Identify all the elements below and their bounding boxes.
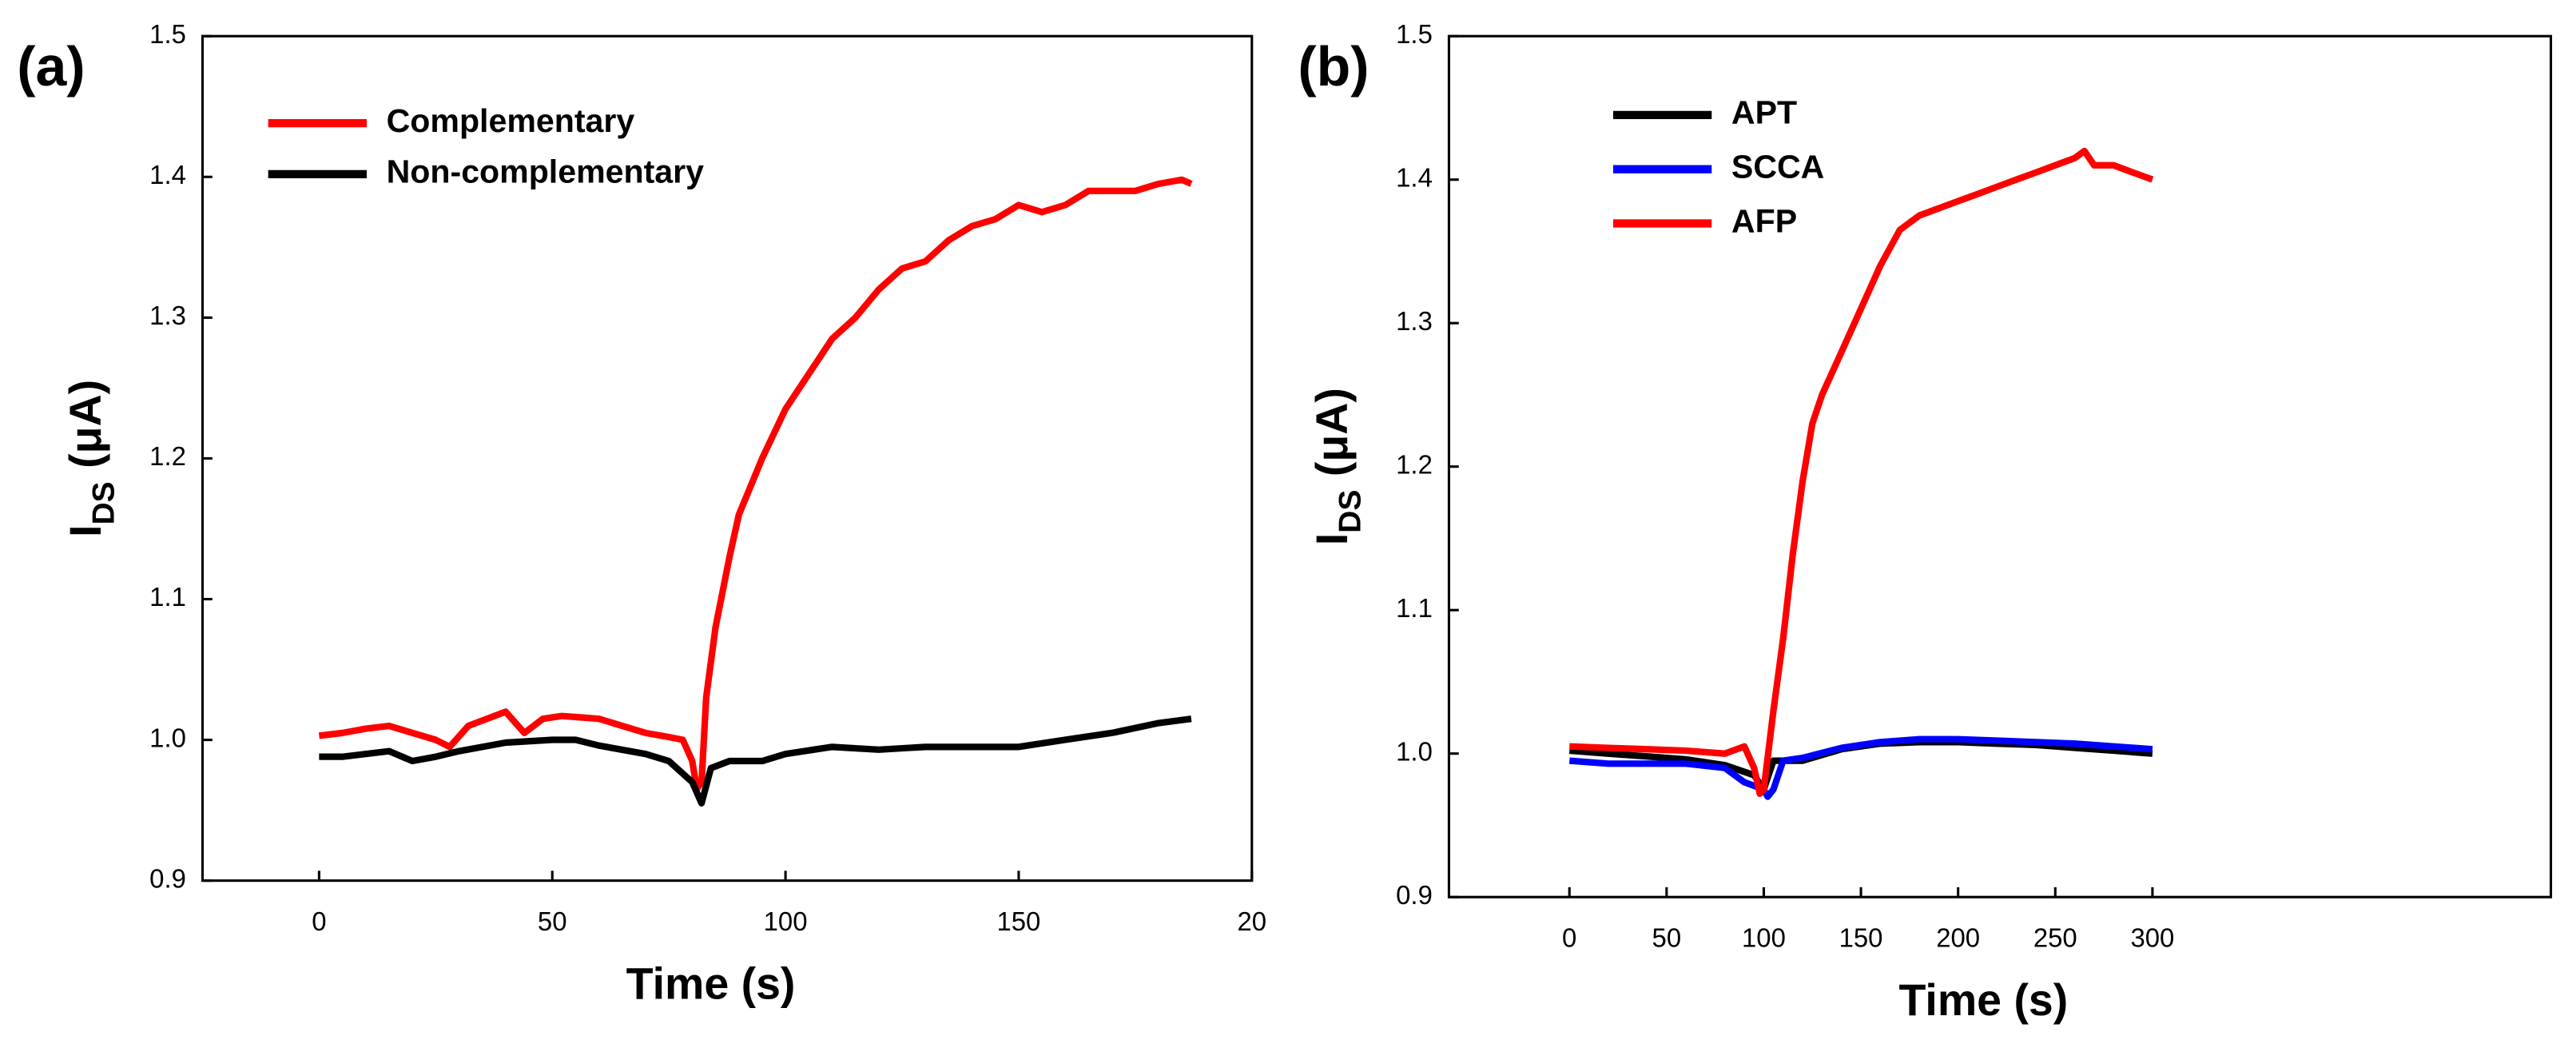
y-tick-label: 1.0 — [149, 723, 186, 752]
panel-label: (a) — [17, 35, 85, 98]
x-tick-label: 200 — [1936, 922, 1980, 952]
panel-label: (b) — [1298, 35, 1369, 98]
x-tick-label: 150 — [1839, 922, 1883, 952]
y-tick-label: 1.1 — [1396, 593, 1433, 623]
x-tick-label: 50 — [1652, 922, 1682, 952]
y-label-sub: DS — [86, 481, 121, 524]
y-tick-label: 1.4 — [149, 160, 186, 189]
x-tick-label: 0 — [1562, 922, 1576, 952]
y-axis-label: IDS (μA) — [1307, 388, 1367, 545]
data-line — [319, 715, 1192, 807]
x-axis-label: Time (s) — [626, 959, 796, 1009]
x-tick-label: 100 — [1742, 922, 1786, 952]
y-tick-label: 0.9 — [149, 863, 186, 893]
data-line — [318, 176, 1193, 793]
x-tick-label: 0 — [312, 907, 326, 936]
y-tick-label: 1.1 — [149, 582, 186, 612]
y-axis-label: IDS (μA) — [61, 380, 121, 537]
legend-label: AFP — [1731, 202, 1797, 239]
y-tick-label: 1.2 — [149, 441, 186, 471]
y-label-unit: (μA) — [1307, 388, 1357, 476]
y-label-main: I — [61, 525, 110, 537]
y-tick-label: 1.0 — [1396, 736, 1433, 766]
x-axis-label: Time (s) — [1899, 975, 2069, 1025]
y-label-unit: (μA) — [61, 380, 110, 468]
x-tick-label: 250 — [2033, 922, 2077, 952]
x-tick-label: 50 — [538, 907, 567, 936]
y-tick-label: 1.3 — [1396, 306, 1433, 336]
x-tick-label: 100 — [764, 907, 808, 936]
y-label-sub: DS — [1333, 490, 1367, 533]
y-tick-label: 0.9 — [1396, 880, 1433, 910]
plot-frame — [1447, 34, 2553, 899]
y-label-main: I — [1307, 533, 1357, 545]
plot-frame — [201, 34, 1254, 883]
y-tick-label: 1.2 — [1396, 449, 1433, 479]
legend-label: Non-complementary — [387, 153, 704, 190]
y-tick-label: 1.5 — [1396, 19, 1433, 49]
y-tick-label: 1.3 — [149, 301, 186, 330]
x-tick-label: 20 — [1237, 907, 1266, 936]
legend-label: Complementary — [387, 102, 635, 139]
legend-label: SCCA — [1731, 149, 1824, 185]
x-tick-label: 150 — [997, 907, 1041, 936]
y-tick-label: 1.5 — [149, 19, 186, 49]
data-line — [1569, 147, 2154, 798]
y-tick-label: 1.4 — [1396, 162, 1433, 192]
data-line — [1568, 735, 2153, 800]
x-tick-label: 300 — [2130, 922, 2174, 952]
legend-label: APT — [1731, 94, 1797, 131]
